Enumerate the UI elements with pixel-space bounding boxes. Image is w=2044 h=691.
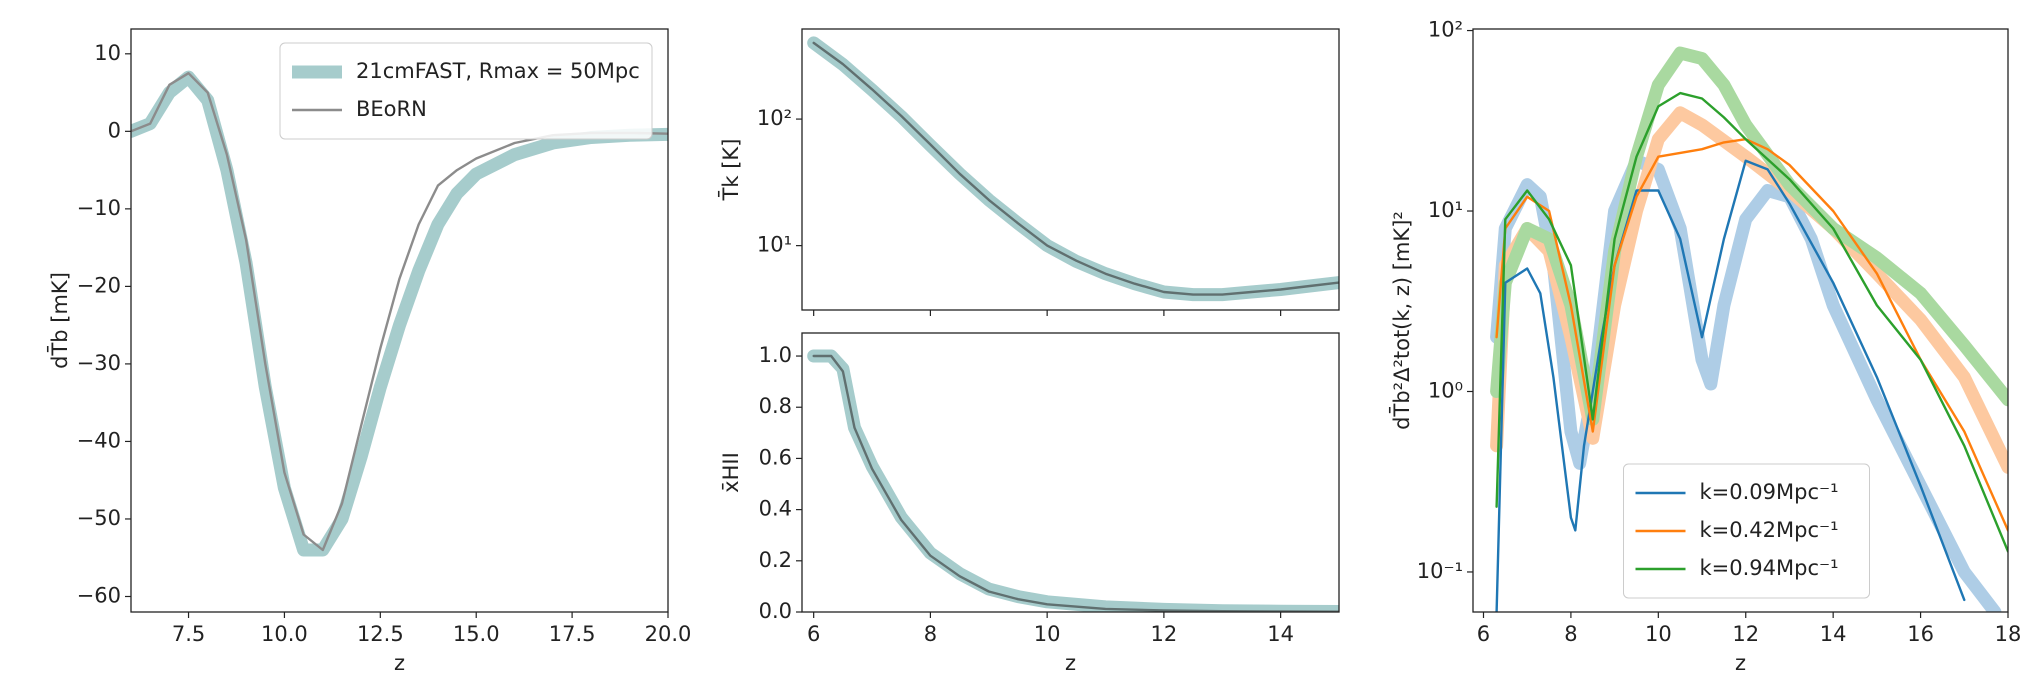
x-tick-label: 10 xyxy=(1034,622,1061,646)
y-tick-label: −10 xyxy=(77,196,121,220)
y-axis-label: dT̄b [mK] xyxy=(47,272,72,369)
legend-label: 21cmFAST, Rmax = 50Mpc xyxy=(356,59,640,83)
series-line xyxy=(812,41,1339,296)
legend-box xyxy=(279,42,653,140)
y-tick-label: 0.0 xyxy=(759,599,792,623)
plot-area xyxy=(807,349,1339,612)
x-tick-label: 6 xyxy=(1477,622,1490,646)
y-tick-label: −50 xyxy=(77,506,121,530)
x-tick-label: 12 xyxy=(1151,622,1178,646)
x-tick-label: 14 xyxy=(1267,622,1294,646)
x-tick-label: 8 xyxy=(1564,622,1577,646)
axes-frame xyxy=(801,332,1340,613)
y-axis-label: x̄HII xyxy=(719,452,743,493)
x-tick-label: 6 xyxy=(807,622,820,646)
plot-area xyxy=(131,70,668,557)
legend-label: k=0.09Mpc⁻¹ xyxy=(1700,480,1839,504)
y-tick-label: 10² xyxy=(757,106,792,130)
legend-label: k=0.42Mpc⁻¹ xyxy=(1700,518,1839,542)
legend-label: k=0.94Mpc⁻¹ xyxy=(1700,556,1839,580)
axes-frame xyxy=(1472,28,2009,613)
y-tick-label: 10⁻¹ xyxy=(1417,559,1463,583)
x-tick-label: 14 xyxy=(1820,622,1847,646)
y-tick-label: −30 xyxy=(77,351,121,375)
legend-box xyxy=(1623,463,1870,599)
axes-frame xyxy=(130,28,669,613)
y-tick-label: 1.0 xyxy=(759,343,792,367)
x-tick-label: 18 xyxy=(1995,622,2022,646)
y-tick-label: 10¹ xyxy=(1428,198,1463,222)
y-tick-label: 0 xyxy=(108,118,121,142)
x-tick-label: 17.5 xyxy=(549,622,596,646)
series-line xyxy=(807,36,1339,302)
series-line xyxy=(807,349,1339,612)
plot-area xyxy=(807,36,1339,302)
y-tick-label: 10² xyxy=(1428,18,1463,42)
series-line xyxy=(812,354,1339,612)
series-line xyxy=(1495,159,1966,612)
x-tick-label: 10.0 xyxy=(261,622,308,646)
x-tick-label: 16 xyxy=(1907,622,1934,646)
x-axis-label: z xyxy=(1735,651,1746,675)
y-tick-label: −40 xyxy=(77,428,121,452)
y-tick-label: 0.4 xyxy=(759,497,792,521)
y-tick-label: −20 xyxy=(77,273,121,297)
y-tick-label: 10 xyxy=(94,41,121,65)
x-tick-label: 20.0 xyxy=(645,622,692,646)
series-line xyxy=(131,72,668,552)
y-axis-label: dT̄b²Δ²tot(k, z) [mK]² xyxy=(1389,211,1414,430)
series-line xyxy=(1495,91,2008,553)
y-tick-label: 10¹ xyxy=(757,233,792,257)
y-tick-label: 10⁰ xyxy=(1428,378,1463,402)
axes-frame xyxy=(801,28,1340,311)
x-tick-label: 15.0 xyxy=(453,622,500,646)
y-tick-label: 0.2 xyxy=(759,548,792,572)
y-tick-label: 0.6 xyxy=(759,445,792,469)
legend-label: BEoRN xyxy=(356,97,427,121)
x-tick-label: 12 xyxy=(1732,622,1759,646)
x-axis-label: z xyxy=(1065,651,1076,675)
y-tick-label: 0.8 xyxy=(759,394,792,418)
y-axis-label: T̄k [K] xyxy=(718,139,743,202)
x-tick-label: 7.5 xyxy=(172,622,205,646)
x-tick-label: 12.5 xyxy=(357,622,404,646)
y-tick-label: −60 xyxy=(77,583,121,607)
plot-area xyxy=(1490,46,2008,612)
series-line xyxy=(131,70,668,557)
x-axis-label: z xyxy=(394,651,405,675)
x-tick-label: 8 xyxy=(924,622,937,646)
series-line xyxy=(1490,46,2008,426)
x-tick-label: 10 xyxy=(1645,622,1672,646)
